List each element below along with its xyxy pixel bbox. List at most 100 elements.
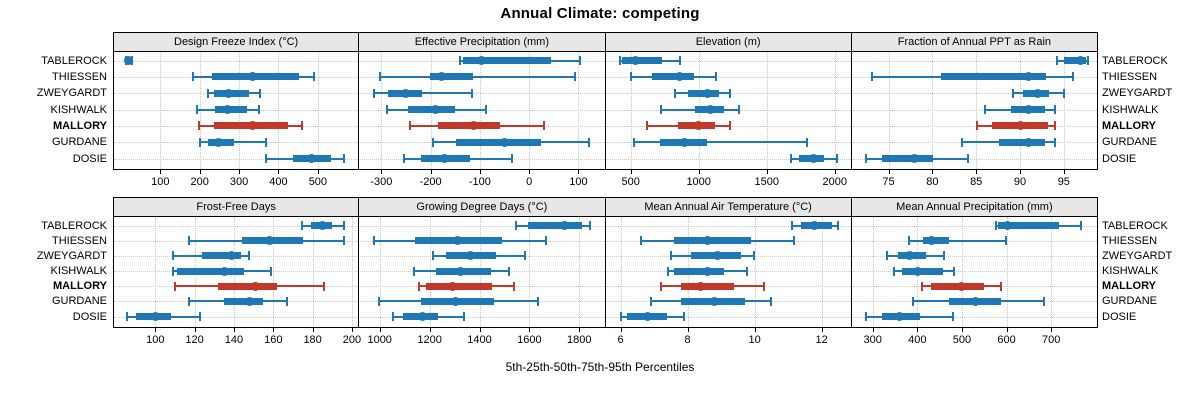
whisker-range-line bbox=[403, 157, 513, 160]
x-tick-mark bbox=[233, 328, 235, 332]
x-tick-mark bbox=[379, 328, 381, 332]
x-tick-mark bbox=[381, 170, 383, 174]
v-gridline bbox=[976, 52, 978, 169]
v-gridline bbox=[312, 217, 314, 327]
whisker-cap-low bbox=[431, 251, 434, 261]
whisker-cap-high bbox=[507, 266, 510, 276]
whisker-cap-high bbox=[259, 88, 262, 98]
whisker-cap-low bbox=[372, 88, 375, 98]
x-tick-label: 100 bbox=[569, 176, 588, 188]
whisker-range-line bbox=[188, 300, 288, 303]
whisker-cap-low bbox=[197, 121, 200, 131]
h-gridline bbox=[852, 60, 1097, 62]
whisker-range-line bbox=[126, 315, 201, 318]
whisker-cap-high bbox=[1086, 56, 1089, 65]
whisker-cap-low bbox=[379, 72, 382, 82]
v-gridline bbox=[579, 217, 581, 327]
site-label-left-zweygardt: ZWEYGARDT bbox=[36, 249, 107, 262]
whisker-range-line bbox=[660, 108, 740, 111]
x-tick-label: 1800 bbox=[567, 334, 592, 346]
whisker-cap-high bbox=[579, 56, 582, 65]
x-tick-label: 200 bbox=[190, 176, 209, 188]
whisker-cap-high bbox=[512, 281, 515, 291]
median-dot bbox=[264, 236, 274, 246]
x-tick-mark bbox=[932, 170, 934, 174]
whisker-range-line bbox=[199, 141, 267, 144]
median-dot bbox=[317, 221, 327, 230]
x-tick-label: 600 bbox=[997, 334, 1016, 346]
x-tick-mark bbox=[160, 170, 162, 174]
v-gridline bbox=[620, 217, 622, 327]
median-dot bbox=[957, 281, 967, 291]
whisker-cap-high bbox=[463, 312, 466, 321]
x-tick-label: 160 bbox=[264, 334, 283, 346]
x-tick-label: 1400 bbox=[467, 334, 492, 346]
median-dot bbox=[630, 56, 640, 65]
median-dot bbox=[219, 266, 229, 276]
whisker-cap-low bbox=[192, 72, 195, 82]
h-gridline bbox=[114, 60, 359, 62]
x-tick-label: 500 bbox=[621, 176, 640, 188]
median-dot bbox=[905, 251, 915, 261]
whisker-cap-high bbox=[1053, 105, 1056, 114]
whisker-cap-low bbox=[1056, 56, 1059, 65]
whisker-cap-high bbox=[836, 221, 839, 230]
x-tick-mark bbox=[754, 328, 756, 332]
v-gridline bbox=[932, 52, 934, 169]
site-label-right-mallory: MALLORY bbox=[1102, 280, 1156, 293]
whisker-cap-high bbox=[715, 72, 718, 82]
x-tick-label: 200 bbox=[342, 334, 362, 346]
x-tick-label: 10 bbox=[748, 334, 761, 346]
median-dot bbox=[705, 105, 715, 114]
x-tick-mark bbox=[698, 170, 700, 174]
x-tick-mark bbox=[430, 170, 432, 174]
median-dot bbox=[417, 312, 427, 321]
whisker-cap-high bbox=[1053, 121, 1056, 131]
x-tick-label: 95 bbox=[1057, 176, 1070, 188]
x-tick-mark bbox=[1006, 328, 1008, 332]
median-dot bbox=[703, 236, 713, 246]
v-gridline bbox=[160, 52, 162, 169]
v-gridline bbox=[273, 217, 275, 327]
whisker-range-line bbox=[515, 224, 591, 227]
v-gridline bbox=[630, 52, 632, 169]
whisker-range-line bbox=[646, 124, 731, 127]
x-axis-caption: 5th-25th-50th-75th-95th Percentiles bbox=[505, 360, 695, 374]
x-tick-label: 12 bbox=[815, 334, 828, 346]
whisker-cap-high bbox=[269, 266, 272, 276]
h-gridline bbox=[606, 225, 851, 227]
whisker-cap-high bbox=[588, 137, 591, 147]
median-dot bbox=[431, 105, 441, 114]
whisker-cap-low bbox=[459, 56, 462, 65]
x-tick-label: 6 bbox=[617, 334, 624, 346]
whisker-range-line bbox=[908, 239, 1007, 242]
median-dot bbox=[466, 251, 476, 261]
site-label-right-tablerock: TABLEROCK bbox=[1102, 219, 1168, 232]
x-tick-mark bbox=[239, 170, 241, 174]
whisker-range-line bbox=[984, 108, 1056, 111]
whisker-cap-high bbox=[589, 221, 592, 230]
median-dot bbox=[895, 312, 905, 321]
median-dot bbox=[971, 296, 981, 306]
median-dot bbox=[1015, 121, 1025, 131]
whisker-cap-high bbox=[1080, 221, 1083, 230]
whisker-cap-high bbox=[524, 251, 527, 261]
v-gridline bbox=[888, 52, 890, 169]
v-gridline bbox=[278, 52, 280, 169]
median-dot bbox=[1075, 56, 1085, 65]
whisker-cap-low bbox=[196, 105, 199, 114]
whisker-cap-low bbox=[377, 296, 380, 306]
median-dot bbox=[452, 236, 462, 246]
whisker-range-line bbox=[995, 224, 1082, 227]
whisker-range-line bbox=[865, 315, 953, 318]
x-tick-label: 100 bbox=[146, 334, 165, 346]
whisker-range-line bbox=[893, 270, 955, 272]
v-gridline bbox=[479, 52, 481, 169]
median-dot bbox=[150, 312, 160, 321]
v-gridline bbox=[529, 52, 531, 169]
h-gridline bbox=[114, 158, 359, 160]
median-dot bbox=[912, 266, 922, 276]
site-label-left-tablerock: TABLEROCK bbox=[41, 219, 107, 232]
